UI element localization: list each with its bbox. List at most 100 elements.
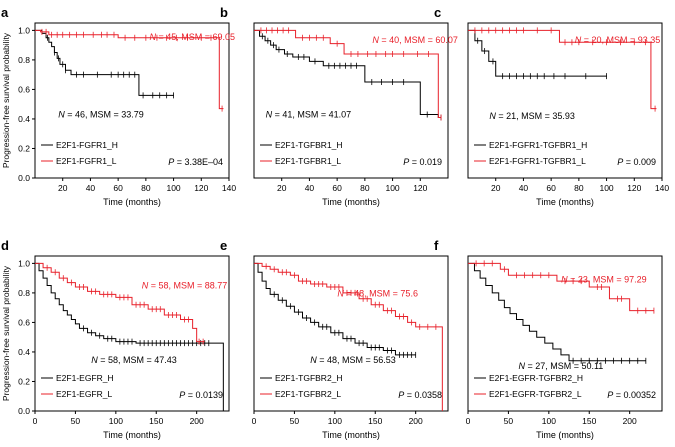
x-axis-label: Time (months) xyxy=(103,430,161,440)
x-tick-label: 0 xyxy=(466,416,471,426)
panel-label: d xyxy=(1,238,9,253)
km-curve-high xyxy=(254,29,442,118)
y-tick-label: 0.0 xyxy=(18,173,30,183)
plot-frame xyxy=(467,255,663,412)
x-tick-label: 50 xyxy=(71,416,81,426)
annotation-low: N = 23, MSM = 97.29 xyxy=(561,274,647,284)
x-tick-label: 0 xyxy=(33,416,38,426)
x-tick-label: 80 xyxy=(574,183,584,193)
p-value: P = 0.00352 xyxy=(607,390,656,400)
y-tick-label: 0.0 xyxy=(18,406,30,416)
legend-label: E2F1-FGFR1_L xyxy=(56,156,117,166)
annotation-low: N = 45, MSM = 69.05 xyxy=(149,32,235,42)
annotation-high: N = 27, MSM = 50.11 xyxy=(518,361,603,371)
x-tick-label: 120 xyxy=(194,183,208,193)
x-tick-label: 200 xyxy=(190,416,204,426)
y-axis-label: Progression-free survival probability xyxy=(1,32,11,168)
x-axis-label: Time (months) xyxy=(536,430,594,440)
x-tick-label: 20 xyxy=(491,183,501,193)
x-axis-label: Time (months) xyxy=(536,197,594,207)
x-tick-label: 100 xyxy=(166,183,180,193)
annotation-high: N = 58, MSM = 47.43 xyxy=(91,355,177,365)
plot-frame xyxy=(253,255,449,412)
annotation-low: N = 20, MSM = 93.35 xyxy=(575,35,661,45)
panel-label: e xyxy=(220,238,227,253)
x-tick-label: 150 xyxy=(368,416,382,426)
x-tick-label: 40 xyxy=(305,183,315,193)
legend-label: E2F1-FGFR1-TGFBR1_H xyxy=(489,140,587,150)
x-tick-label: 150 xyxy=(149,416,163,426)
legend-label: E2F1-EGFR_H xyxy=(56,373,114,383)
km-curve-high xyxy=(35,262,224,411)
panel-e: e 0 50 100 150 200 Time (months) N = 48, MSM = … xyxy=(220,238,449,440)
km-curve-low xyxy=(254,262,443,411)
x-tick-label: 60 xyxy=(113,183,123,193)
p-value: P = 0.0139 xyxy=(179,390,223,400)
km-curve-low xyxy=(35,262,205,343)
y-tick-label: 0.6 xyxy=(18,317,30,327)
legend-label: E2F1-TGFBR2_H xyxy=(275,373,343,383)
p-value: P = 3.38E–04 xyxy=(168,157,223,167)
y-tick-label: 0.4 xyxy=(18,114,30,124)
legend-label: E2F1-EGFR-TGFBR2_H xyxy=(489,373,583,383)
annotation-low: N = 48, MSM = 75.6 xyxy=(337,288,418,298)
x-tick-label: 40 xyxy=(86,183,96,193)
x-tick-label: 120 xyxy=(413,183,427,193)
x-tick-label: 100 xyxy=(542,416,556,426)
panel-label: f xyxy=(434,238,439,253)
x-tick-label: 100 xyxy=(385,183,399,193)
x-tick-label: 150 xyxy=(582,416,596,426)
km-curve-high xyxy=(468,29,607,77)
panel-c: c 20 40 60 80 100 120 140 Time (months) N = 21, M… xyxy=(434,5,669,207)
plot-frame xyxy=(253,22,449,179)
annotation-high: N = 48, MSM = 56.53 xyxy=(310,355,396,365)
annotation-high: N = 46, MSM = 33.79 xyxy=(58,110,144,120)
panel-b: b 20 40 60 80 100 120 Time (months) N = 41, MSM … xyxy=(220,5,458,207)
panel-label: a xyxy=(1,5,9,20)
x-tick-label: 50 xyxy=(290,416,300,426)
p-value: P = 0.0358 xyxy=(398,390,442,400)
x-tick-label: 100 xyxy=(328,416,342,426)
panel-label: c xyxy=(434,5,441,20)
plot-frame xyxy=(34,255,230,412)
panel-label: b xyxy=(220,5,228,20)
x-tick-label: 100 xyxy=(109,416,123,426)
annotation-low: N = 40, MSM = 60.07 xyxy=(372,35,458,45)
y-tick-label: 0.8 xyxy=(18,288,30,298)
plot-frame xyxy=(467,22,663,179)
x-tick-label: 80 xyxy=(360,183,370,193)
x-axis-label: Time (months) xyxy=(322,430,380,440)
y-tick-label: 0.2 xyxy=(18,143,30,153)
y-tick-label: 0.8 xyxy=(18,55,30,65)
legend-label: E2F1-TGFBR1_H xyxy=(275,140,343,150)
km-curve-high xyxy=(468,262,646,362)
panel-a: a 20 40 60 80 100 120 140 Time (months) 0.0 0.2 0.4… xyxy=(1,5,236,207)
x-tick-label: 40 xyxy=(519,183,529,193)
annotation-high: N = 41, MSM = 41.07 xyxy=(266,110,352,120)
x-tick-label: 60 xyxy=(546,183,556,193)
plot-frame xyxy=(34,22,230,179)
p-value: P = 0.009 xyxy=(617,157,656,167)
annotation-low: N = 58, MSM = 88.77 xyxy=(142,281,228,291)
x-tick-label: 140 xyxy=(655,183,669,193)
km-curve-low xyxy=(35,29,224,110)
x-tick-label: 200 xyxy=(409,416,423,426)
x-tick-label: 140 xyxy=(222,183,236,193)
panel-d: d 0 50 100 150 200 Time (months) 0.0 0.2 0.4 0.6 0.… xyxy=(1,238,230,440)
legend-label: E2F1-EGFR-TGFBR2_L xyxy=(489,389,582,399)
x-tick-label: 50 xyxy=(504,416,514,426)
legend-label: E2F1-TGFBR2_L xyxy=(275,389,341,399)
legend-label: E2F1-EGFR_L xyxy=(56,389,112,399)
x-tick-label: 20 xyxy=(58,183,68,193)
y-tick-label: 0.4 xyxy=(18,347,30,357)
x-tick-label: 0 xyxy=(252,416,257,426)
x-axis-label: Time (months) xyxy=(322,197,380,207)
x-axis-label: Time (months) xyxy=(103,197,161,207)
x-tick-label: 20 xyxy=(277,183,287,193)
p-value: P = 0.019 xyxy=(403,157,442,167)
y-tick-label: 0.6 xyxy=(18,84,30,94)
legend-label: E2F1-FGFR1-TGFBR1_L xyxy=(489,156,586,166)
annotation-high: N = 21, MSM = 35.93 xyxy=(489,111,575,121)
x-tick-label: 80 xyxy=(141,183,151,193)
